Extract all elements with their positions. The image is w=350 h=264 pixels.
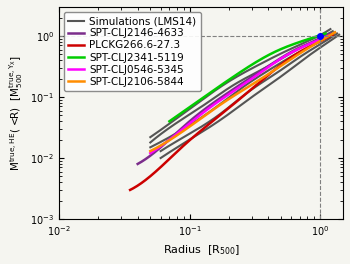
Simulations (LMS14) xyxy=(159,128,163,131)
SPT-CLJ0546-5345 xyxy=(317,38,321,41)
Simulations (LMS14) xyxy=(328,27,332,31)
Line: SPT-CLJ0546-5345: SPT-CLJ0546-5345 xyxy=(150,36,328,153)
SPT-CLJ0546-5345 xyxy=(326,35,330,38)
Simulations (LMS14) xyxy=(196,101,201,104)
Simulations (LMS14) xyxy=(319,33,323,36)
SPT-CLJ2341-5119 xyxy=(209,91,213,94)
Line: SPT-CLJ2341-5119: SPT-CLJ2341-5119 xyxy=(169,34,326,121)
SPT-CLJ2341-5119 xyxy=(174,115,178,119)
Line: SPT-CLJ2106-5844: SPT-CLJ2106-5844 xyxy=(150,32,335,151)
SPT-CLJ2106-5844 xyxy=(323,36,328,39)
PLCKG266.6-27.3 xyxy=(182,144,186,147)
X-axis label: Radius  [R$_{500}$]: Radius [R$_{500}$] xyxy=(163,243,240,257)
SPT-CLJ0546-5345 xyxy=(196,115,200,119)
SPT-CLJ2341-5119 xyxy=(310,36,314,40)
SPT-CLJ0546-5345 xyxy=(181,127,186,130)
SPT-CLJ2106-5844 xyxy=(159,144,163,147)
SPT-CLJ2106-5844 xyxy=(317,40,321,43)
SPT-CLJ2146-4633 xyxy=(172,134,176,137)
Legend: Simulations (LMS14), SPT-CLJ2146-4633, PLCKG266.6-27.3, SPT-CLJ2341-5119, SPT-CL: Simulations (LMS14), SPT-CLJ2146-4633, P… xyxy=(64,12,201,91)
SPT-CLJ2106-5844 xyxy=(197,118,202,121)
SPT-CLJ2146-4633 xyxy=(143,158,147,161)
SPT-CLJ2106-5844 xyxy=(148,149,152,153)
PLCKG266.6-27.3 xyxy=(140,181,145,184)
SPT-CLJ2146-4633 xyxy=(147,155,152,158)
SPT-CLJ0546-5345 xyxy=(148,152,152,155)
SPT-CLJ2146-4633 xyxy=(135,162,140,166)
Line: Simulations (LMS14): Simulations (LMS14) xyxy=(150,29,330,137)
PLCKG266.6-27.3 xyxy=(128,188,132,191)
Line: PLCKG266.6-27.3: PLCKG266.6-27.3 xyxy=(130,35,333,190)
PLCKG266.6-27.3 xyxy=(321,39,325,42)
PLCKG266.6-27.3 xyxy=(313,42,317,45)
Simulations (LMS14) xyxy=(313,36,317,39)
SPT-CLJ2341-5119 xyxy=(196,99,201,102)
SPT-CLJ2106-5844 xyxy=(333,31,337,34)
SPT-CLJ2341-5119 xyxy=(177,113,181,116)
SPT-CLJ0546-5345 xyxy=(311,41,315,44)
PLCKG266.6-27.3 xyxy=(331,33,335,36)
SPT-CLJ2341-5119 xyxy=(323,32,328,35)
PLCKG266.6-27.3 xyxy=(136,184,140,187)
Simulations (LMS14) xyxy=(148,135,152,139)
SPT-CLJ0546-5345 xyxy=(155,147,160,150)
SPT-CLJ2106-5844 xyxy=(183,129,187,132)
Simulations (LMS14) xyxy=(155,131,160,134)
SPT-CLJ2341-5119 xyxy=(167,120,172,123)
Y-axis label: M$^{\rm true,HE}$( <R)  [$\rm M^{true,Y_X}_{500}$]: M$^{\rm true,HE}$( <R) [$\rm M^{true,Y_X… xyxy=(7,55,25,171)
SPT-CLJ2106-5844 xyxy=(156,146,160,149)
SPT-CLJ0546-5345 xyxy=(159,144,163,148)
SPT-CLJ2146-4633 xyxy=(312,40,316,43)
SPT-CLJ2146-4633 xyxy=(318,37,323,40)
SPT-CLJ2146-4633 xyxy=(328,32,332,35)
SPT-CLJ2341-5119 xyxy=(316,35,320,38)
SPT-CLJ2146-4633 xyxy=(187,120,191,123)
PLCKG266.6-27.3 xyxy=(166,159,170,162)
Line: SPT-CLJ2146-4633: SPT-CLJ2146-4633 xyxy=(138,34,330,164)
Simulations (LMS14) xyxy=(182,112,186,115)
